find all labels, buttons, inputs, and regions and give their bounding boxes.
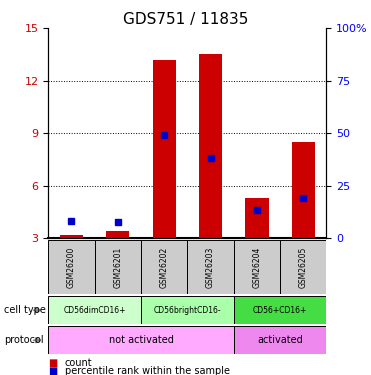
Bar: [48, 296, 141, 324]
Text: GSM26202: GSM26202: [160, 247, 169, 288]
Bar: [141, 240, 187, 294]
Bar: [48, 326, 234, 354]
Bar: [234, 296, 326, 324]
Bar: [234, 326, 326, 354]
Bar: [234, 240, 280, 294]
Text: activated: activated: [257, 335, 303, 345]
Bar: [106, 231, 129, 238]
Bar: [60, 235, 83, 238]
Bar: [95, 240, 141, 294]
Text: GSM26204: GSM26204: [252, 246, 262, 288]
Text: CD56brightCD16-: CD56brightCD16-: [154, 306, 221, 315]
Bar: [152, 60, 176, 238]
Text: ■: ■: [48, 366, 58, 375]
Text: ■: ■: [48, 358, 58, 368]
Text: CD56dimCD16+: CD56dimCD16+: [63, 306, 126, 315]
Text: CD56+CD16+: CD56+CD16+: [253, 306, 307, 315]
Text: cell type: cell type: [4, 305, 46, 315]
Text: not activated: not activated: [109, 335, 173, 345]
Text: percentile rank within the sample: percentile rank within the sample: [65, 366, 230, 375]
Bar: [280, 240, 326, 294]
Text: protocol: protocol: [4, 335, 43, 345]
Bar: [245, 198, 269, 238]
Bar: [141, 296, 234, 324]
Text: GSM26203: GSM26203: [206, 246, 215, 288]
Bar: [48, 240, 95, 294]
Text: GSM26200: GSM26200: [67, 246, 76, 288]
Text: count: count: [65, 358, 92, 368]
Text: GDS751 / 11835: GDS751 / 11835: [123, 12, 248, 27]
Text: GSM26205: GSM26205: [299, 246, 308, 288]
Text: GSM26201: GSM26201: [113, 247, 122, 288]
Bar: [187, 240, 234, 294]
Bar: [199, 54, 222, 238]
Bar: [292, 142, 315, 238]
